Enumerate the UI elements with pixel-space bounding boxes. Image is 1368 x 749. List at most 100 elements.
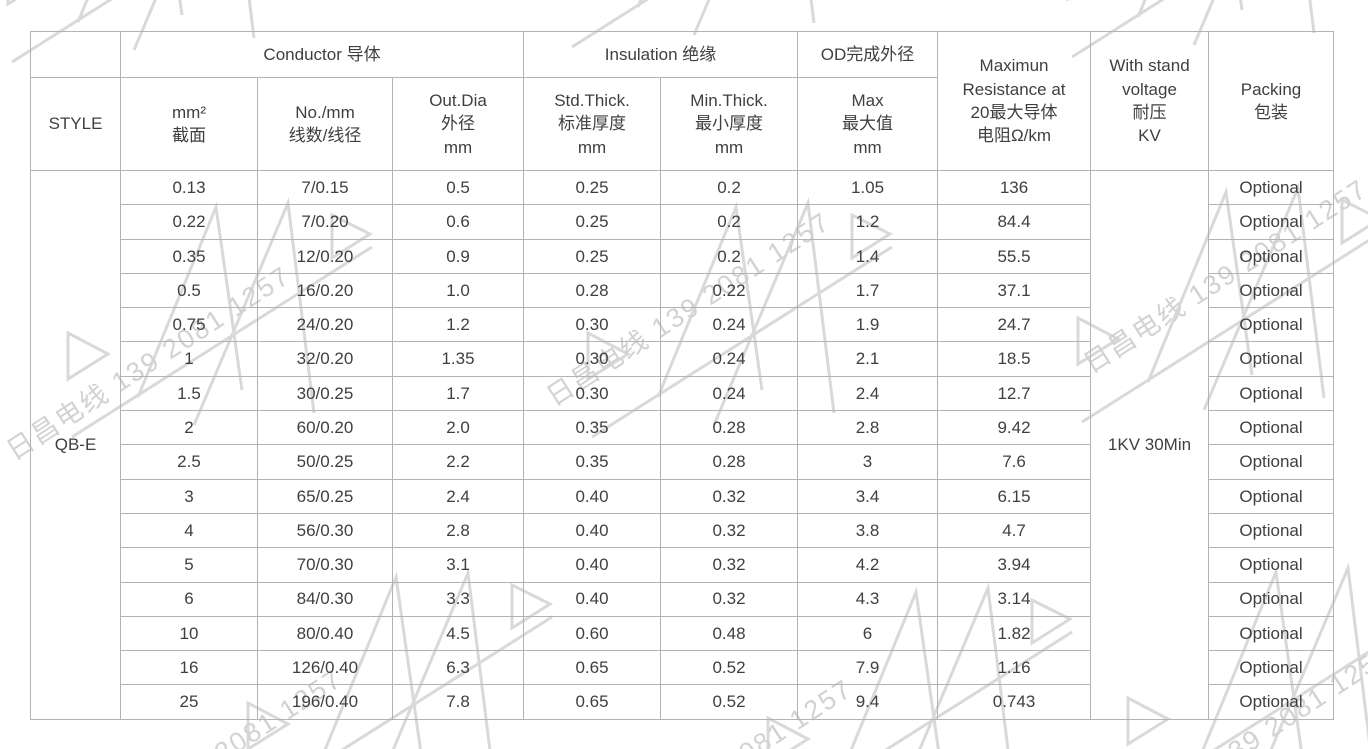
- cell: 70/0.30: [257, 547, 393, 583]
- cell: 136: [937, 169, 1092, 206]
- cell: 3: [797, 444, 939, 480]
- cell: 0.24: [660, 341, 799, 377]
- cell: Optional: [1208, 204, 1335, 240]
- table-row: 3 65/0.25 2.4 0.40 0.32 3.4 6.15 Optional: [31, 478, 1335, 514]
- cell: Optional: [1208, 341, 1335, 377]
- cell: 3.94: [937, 547, 1092, 583]
- cell: 0.30: [523, 341, 662, 377]
- cell: Optional: [1208, 547, 1335, 583]
- cell: 0.22: [660, 272, 799, 309]
- cell: 0.25: [523, 238, 662, 274]
- cell: 2.8: [797, 410, 939, 446]
- cell: 0.5: [120, 272, 258, 309]
- cell: 0.35: [523, 410, 662, 446]
- group-header-insulation: Insulation 绝缘: [523, 31, 799, 78]
- group-header-conductor: Conductor 导体: [119, 31, 525, 78]
- column-header-style: STYLE: [30, 77, 121, 171]
- column-header-voltage: With stand voltage 耐压 KV: [1090, 31, 1210, 171]
- cell: 0.24: [660, 375, 799, 412]
- cell: 32/0.20: [257, 341, 393, 377]
- cell: 0.32: [660, 478, 799, 514]
- cell: 2.1: [797, 341, 939, 377]
- cell: 196/0.40: [257, 684, 393, 720]
- cell: 2.0: [391, 410, 525, 446]
- cell: 1.5: [120, 375, 258, 412]
- cell: 16/0.20: [257, 272, 393, 309]
- cell: 3.3: [391, 581, 525, 617]
- cell: 0.65: [523, 650, 662, 686]
- cell: 3.8: [797, 512, 939, 549]
- table-row: 5 70/0.30 3.1 0.40 0.32 4.2 3.94 Optional: [31, 547, 1335, 583]
- table-row: 2.5 50/0.25 2.2 0.35 0.28 3 7.6 Optional: [31, 444, 1335, 480]
- column-header-out-dia: Out.Dia 外径 mm: [391, 77, 525, 171]
- cell: 10: [120, 615, 258, 652]
- column-header-max: Max 最大值 mm: [797, 77, 939, 171]
- cell: 1.7: [797, 272, 939, 309]
- cell: 0.75: [120, 307, 258, 343]
- cell: 1.16: [937, 650, 1092, 686]
- cell: 4.3: [797, 581, 939, 617]
- cell: 0.28: [523, 272, 662, 309]
- column-header-mm2: mm² 截面: [120, 77, 258, 171]
- cell: 5: [120, 547, 258, 583]
- cell: Optional: [1208, 272, 1335, 309]
- cell: 7/0.15: [257, 169, 393, 206]
- cell: 0.40: [523, 547, 662, 583]
- cell: 3.4: [797, 478, 939, 514]
- cell: 18.5: [937, 341, 1092, 377]
- cell: 0.30: [523, 375, 662, 412]
- column-header-no-mm: No./mm 线数/线径: [257, 77, 393, 171]
- cell: 7.8: [391, 684, 525, 720]
- cell: 2.5: [120, 444, 258, 480]
- table-body: QB-E 0.13 7/0.15 0.5 0.25 0.2 1.05 136 1KV 30Min…: [30, 169, 1335, 720]
- cell: 24/0.20: [257, 307, 393, 343]
- cell: 3: [120, 478, 258, 514]
- cell: 25: [120, 684, 258, 720]
- cell: 1.82: [937, 615, 1092, 652]
- style-value-cell: QB-E: [30, 170, 121, 720]
- cell: Optional: [1208, 169, 1335, 206]
- column-header-std-thick: Std.Thick. 标准厚度 mm: [523, 77, 662, 171]
- cell: 7/0.20: [257, 204, 393, 240]
- cell: 1.0: [391, 272, 525, 309]
- cell: Optional: [1208, 238, 1335, 274]
- cell: 0.743: [937, 684, 1092, 720]
- cell: 30/0.25: [257, 375, 393, 412]
- cell: Optional: [1208, 684, 1335, 720]
- cell: 0.65: [523, 684, 662, 720]
- cell: 126/0.40: [257, 650, 393, 686]
- cell: Optional: [1208, 478, 1335, 514]
- cell: 84/0.30: [257, 581, 393, 617]
- cell: 4.5: [391, 615, 525, 652]
- cell: 2.4: [391, 478, 525, 514]
- cell: 84.4: [937, 204, 1092, 240]
- cell: 0.13: [120, 169, 258, 206]
- cell: 60/0.20: [257, 410, 393, 446]
- cell: 0.30: [523, 307, 662, 343]
- cell: 0.40: [523, 478, 662, 514]
- cell: 0.40: [523, 581, 662, 617]
- cell: 16: [120, 650, 258, 686]
- cell: 4: [120, 512, 258, 549]
- cell: 12.7: [937, 375, 1092, 412]
- cell: 0.28: [660, 410, 799, 446]
- cell: 1.05: [797, 169, 939, 206]
- cell: 2.8: [391, 512, 525, 549]
- cell: 0.9: [391, 238, 525, 274]
- cell: 3.14: [937, 581, 1092, 617]
- cell: 2.4: [797, 375, 939, 412]
- cell: 0.48: [660, 615, 799, 652]
- cell: 80/0.40: [257, 615, 393, 652]
- cell: Optional: [1208, 615, 1335, 652]
- cell: Optional: [1208, 444, 1335, 480]
- cell: Optional: [1208, 410, 1335, 446]
- cell: Optional: [1208, 581, 1335, 617]
- cell: 2.2: [391, 444, 525, 480]
- voltage-value-cell: 1KV 30Min: [1090, 170, 1210, 720]
- cell: 0.2: [660, 169, 799, 206]
- cell: 2: [120, 410, 258, 446]
- column-header-resistance: Maximun Resistance at 20最大导体 电阻Ω/km: [937, 31, 1092, 171]
- cell: 0.28: [660, 444, 799, 480]
- cell: Optional: [1208, 307, 1335, 343]
